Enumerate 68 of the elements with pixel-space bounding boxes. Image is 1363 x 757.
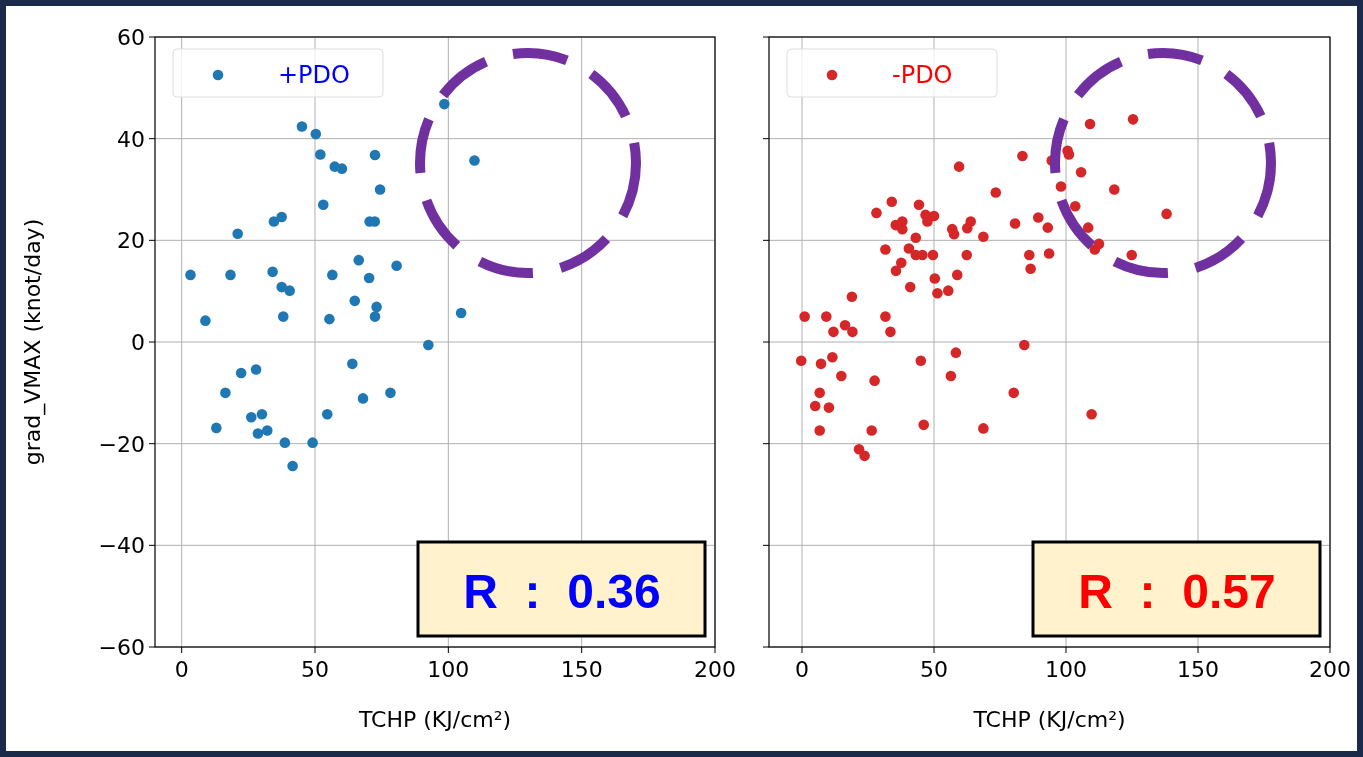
point: [371, 301, 382, 313]
y-tick-label: −40: [98, 533, 145, 559]
point: [220, 387, 231, 399]
legend-label: +PDO: [278, 61, 350, 89]
point: [391, 260, 402, 272]
x-tick-label: 100: [427, 657, 470, 682]
y-tick-label: −60: [98, 635, 145, 660]
y-tick-label: 40: [117, 126, 145, 152]
point: [232, 228, 243, 240]
y-tick-label: 0: [131, 330, 145, 355]
point: [284, 285, 295, 296]
point: [252, 428, 264, 439]
point: [363, 272, 375, 284]
x-tick-label: 150: [560, 657, 603, 682]
point: [277, 311, 289, 322]
point: [276, 281, 287, 293]
point: [439, 98, 450, 110]
x-tick-label: 0: [174, 657, 189, 682]
x-tick-label: 50: [920, 657, 948, 682]
point: [276, 211, 287, 223]
point: [250, 364, 262, 375]
point: [469, 155, 480, 166]
point: [327, 269, 338, 281]
point: [268, 216, 280, 227]
point: [245, 411, 257, 423]
annotation: R : 0.57: [1078, 565, 1276, 618]
point: [347, 358, 358, 370]
x-tick-label: 100: [1045, 657, 1087, 682]
point: [211, 422, 222, 434]
point: [287, 460, 298, 472]
point: [261, 425, 273, 436]
point: [235, 367, 247, 379]
y-tick-label: 20: [117, 228, 145, 254]
x-tick-label: 200: [694, 657, 736, 682]
point: [310, 128, 322, 140]
point: [256, 408, 268, 420]
y-axis-title: grad_VMAX (knot/day): [20, 218, 46, 466]
point: [336, 163, 348, 174]
x-tick-label: 0: [795, 657, 809, 682]
y-tick-label: 60: [117, 25, 145, 50]
legend-label: -PDO: [892, 61, 953, 89]
point: [307, 437, 318, 448]
point: [315, 149, 326, 160]
x-tick-label: 50: [301, 657, 329, 682]
point: [321, 408, 333, 420]
point: [455, 307, 467, 319]
point: [369, 149, 381, 161]
annotation: R : 0.36: [463, 565, 661, 618]
x-axis-title: TCHP (KJ/cm²): [357, 707, 512, 732]
x-tick-label: 150: [1177, 657, 1219, 682]
point: [225, 269, 236, 281]
point: [200, 315, 211, 326]
point: [267, 266, 278, 278]
point: [353, 254, 365, 266]
point: [324, 313, 335, 325]
point: [317, 199, 329, 211]
y-tick-label: −20: [98, 431, 145, 457]
x-axis-title: TCHP (KJ/cm²): [972, 707, 1126, 732]
point: [279, 437, 291, 448]
point: [423, 339, 434, 351]
point: [296, 121, 308, 132]
point: [349, 295, 361, 307]
point: [357, 393, 369, 404]
point: [374, 184, 386, 195]
point: [385, 387, 396, 399]
point: [185, 269, 196, 281]
x-tick-label: 200: [1309, 657, 1351, 682]
point: [369, 311, 381, 322]
